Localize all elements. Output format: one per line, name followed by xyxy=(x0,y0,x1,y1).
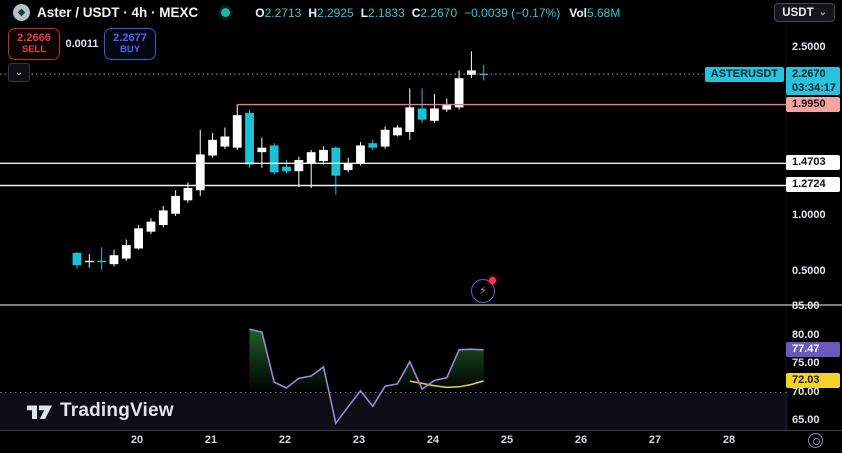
sell-label: SELL xyxy=(21,43,47,55)
volume-value: Vol5.68M xyxy=(569,5,621,20)
time-tick-label: 28 xyxy=(722,434,736,446)
buy-price: 2.2677 xyxy=(113,32,147,45)
price-tick-label: 2.5000 xyxy=(792,41,826,53)
clock-icon[interactable] xyxy=(808,433,823,448)
aster-coin-icon: ◆ xyxy=(13,4,30,21)
buy-button[interactable]: 2.2677 BUY xyxy=(104,28,156,60)
high-value: H2.2925 xyxy=(308,5,354,20)
tradingview-mark-icon xyxy=(27,405,52,419)
chevron-down-icon: ⌄ xyxy=(14,67,24,78)
resistance-level-label: 1.9950 xyxy=(786,96,840,112)
collapse-panel-button[interactable]: ⌄ xyxy=(8,63,30,82)
indicator-alert-icon[interactable]: ⚡ xyxy=(471,277,496,303)
low-value: L2.1833 xyxy=(360,5,405,20)
time-tick-label: 24 xyxy=(426,434,440,446)
lightning-icon: ⚡ xyxy=(479,284,487,297)
sell-price: 2.2666 xyxy=(17,32,51,45)
time-tick-label: 23 xyxy=(352,434,366,446)
time-tick-label: 20 xyxy=(130,434,144,446)
market-status-icon xyxy=(221,8,231,17)
ohlc-readout: O2.2713 H2.2925 L2.1833 C2.2670 −0.0039 … xyxy=(255,6,627,20)
rsi-tick-label: 85.00 xyxy=(792,300,820,312)
rsi-value-label: 77.47 xyxy=(786,342,840,358)
time-tick-label: 22 xyxy=(278,434,292,446)
rsi-tick-label: 70.00 xyxy=(792,385,820,398)
support-level2-label: 1.2724 xyxy=(786,177,840,193)
spread-value: 0.0011 xyxy=(65,38,99,50)
rsi-tick-label: 75.00 xyxy=(792,357,820,369)
candle-countdown: 03:34:17 xyxy=(792,82,837,95)
time-axis[interactable]: 20 21 22 23 24 25 26 27 28 xyxy=(0,431,842,453)
rsi-tick-label: 80.00 xyxy=(792,328,820,341)
time-tick-label: 26 xyxy=(574,434,588,446)
rsi-tick-label: 65.00 xyxy=(792,414,820,426)
buy-label: BUY xyxy=(119,43,141,55)
current-price-value: 2.2670 xyxy=(792,68,826,81)
current-price-label: 2.2670 03:34:17 xyxy=(786,67,840,96)
symbol-title[interactable]: Aster / USDT · 4h · MEXC xyxy=(37,5,199,20)
time-tick-label: 21 xyxy=(204,434,218,446)
currency-dropdown[interactable]: USDT ⌄ xyxy=(774,3,835,22)
toolbar: ◆ Aster / USDT · 4h · MEXC O2.2713 H2.29… xyxy=(0,0,842,25)
time-tick-label: 25 xyxy=(500,434,514,446)
chevron-down-icon: ⌄ xyxy=(818,6,827,18)
close-value: C2.2670 xyxy=(411,5,458,20)
open-value: O2.2713 xyxy=(255,5,302,20)
price-tick-label: 1.0000 xyxy=(792,209,826,221)
tradingview-logo-text: TradingView xyxy=(60,400,174,421)
rsi-ma-value-label: 72.03 xyxy=(786,373,840,389)
trade-panel: 2.2666 SELL 0.0011 2.2677 BUY xyxy=(8,28,156,60)
alert-dot-icon xyxy=(489,277,496,284)
support-level1-label: 1.4703 xyxy=(786,155,840,171)
sell-button[interactable]: 2.2666 SELL xyxy=(8,28,60,60)
time-tick-label: 27 xyxy=(648,434,662,446)
tradingview-logo: TradingView xyxy=(26,400,174,422)
symbol-tag-label: ASTERUSDT xyxy=(704,67,784,83)
price-tick-label: 0.5000 xyxy=(792,265,826,277)
change-value: −0.0039 (−0.17%) xyxy=(464,5,561,20)
currency-dropdown-label: USDT xyxy=(782,6,814,19)
gem-icon: ◆ xyxy=(17,6,26,18)
